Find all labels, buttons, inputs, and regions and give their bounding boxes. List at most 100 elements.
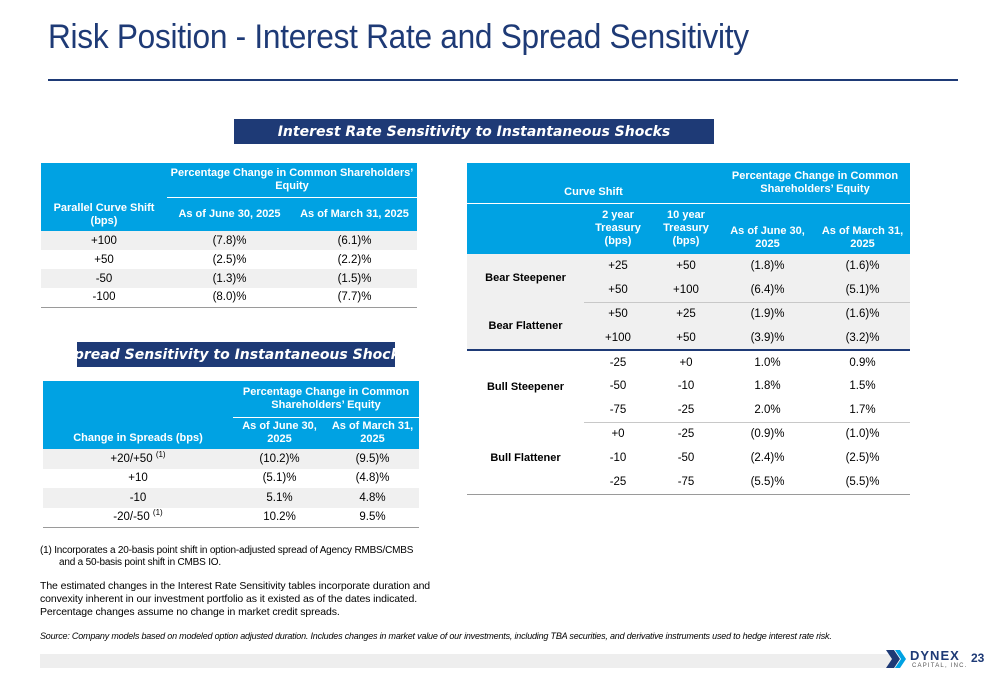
- footnote-line-1: (1) Incorporates a 20-basis point shift …: [40, 545, 414, 556]
- table-row: Bull Flattener +0 -25 (0.9)% (1.0)%: [467, 422, 910, 464]
- curve-jun-value-cell: (3.9)%: [720, 326, 815, 350]
- parallel-mar-value-cell: (6.1)%: [292, 231, 417, 250]
- table-row: +50 +100 (6.4)% (5.1)%: [467, 278, 910, 303]
- table-row: -50 (1.3)% (1.5)%: [41, 269, 417, 288]
- parallel-mar-header: As of March 31, 2025: [292, 196, 417, 231]
- explanatory-paragraph: The estimated changes in the Interest Ra…: [40, 580, 431, 618]
- parallel-shift-cell: -50: [41, 269, 167, 288]
- curve-jun-value-cell: (1.9)%: [720, 302, 815, 326]
- table-row: Bear Steepener +25 +50 (1.8)% (1.6)%: [467, 254, 910, 302]
- spread-group-header: Percentage Change in Common Shareholders…: [233, 381, 419, 417]
- curve-jun-value-cell: 1.8%: [754, 380, 781, 392]
- table-row: -100 (8.0)% (7.7)%: [41, 288, 417, 307]
- curve-two-year-cell: -50: [609, 380, 627, 392]
- curve-ten-year-cell: -75: [677, 475, 695, 488]
- footnote-marker: (1): [155, 449, 166, 459]
- curve-two-year-cell: +25: [584, 254, 652, 278]
- curve-mar-value-cell: 0.9%: [815, 349, 910, 374]
- curve-mar-header: As of March 31, 2025: [815, 202, 910, 254]
- parallel-shift-cell: +50: [94, 253, 114, 266]
- curve-ten-year-cell: -25: [677, 428, 695, 441]
- spread-mar-cell: (4.8)%: [355, 472, 390, 485]
- curve-mar-value-cell: (2.5)%: [845, 452, 880, 464]
- curve-jun-value-cell: (0.9)%: [750, 428, 785, 441]
- curve-jun-value-cell: (6.4)%: [720, 278, 815, 303]
- parallel-shift-cell: -100: [92, 291, 116, 304]
- source-note: Source: Company models based on modeled …: [40, 631, 832, 641]
- spread-banner: Spread Sensitivity to Instantaneous Shoc…: [64, 342, 408, 367]
- curve-two-year-cell: +50: [584, 278, 652, 303]
- table-row: Bear Flattener +50 +25 (1.9)% (1.6)%: [467, 302, 910, 350]
- curve-jun-value-cell: (5.5)%: [750, 475, 785, 488]
- curve-ten-year-cell: -25: [652, 398, 720, 423]
- table-row: -10 5.1% 4.8%: [43, 488, 419, 508]
- curve-ten-year-cell: -10: [677, 380, 695, 392]
- curve-mar-value-cell: (1.6)%: [815, 302, 910, 326]
- curve-ten-year-cell: +50: [652, 326, 720, 350]
- footnote-marker: (1): [152, 508, 163, 518]
- page-number: 23: [971, 651, 985, 665]
- table-row: +100 +50 (3.9)% (3.2)%: [467, 326, 910, 350]
- curve-ten-year-cell: -50: [677, 452, 695, 464]
- curve-two-year-cell: +0: [611, 428, 625, 441]
- spread-jun-cell: (10.2)%: [233, 449, 326, 469]
- title-divider: [48, 79, 958, 81]
- spread-change-cell: -20/-50 (1): [43, 508, 233, 528]
- table-row: Bull Steepener -25 +0 1.0% 0.9%: [467, 349, 910, 422]
- curve-ten-year-cell: +100: [652, 278, 720, 303]
- curve-ten-year-cell: +50: [652, 254, 720, 278]
- table-row: -50 -10 1.8% 1.5%: [467, 374, 910, 398]
- footnote: (1) Incorporates a 20-basis point shift …: [40, 545, 413, 569]
- spread-sensitivity-table: Change in Spreads (bps) Percentage Chang…: [43, 381, 419, 528]
- parallel-jun-value-cell: (2.5)%: [212, 253, 247, 266]
- curve-mar-value-cell: (5.5)%: [845, 475, 880, 488]
- curve-two-year-cell: +100: [584, 326, 652, 350]
- curve-jun-value-cell: 1.0%: [720, 349, 815, 374]
- logo-subtitle: CAPITAL, INC.: [912, 663, 968, 669]
- spread-change-value: -10: [129, 491, 147, 504]
- curve-shift-table: Curve Shift Percentage Change in Common …: [467, 163, 910, 495]
- table-row: -25 -75 (5.5)% (5.5)%: [467, 470, 910, 494]
- spread-change-value: -20/-50: [113, 511, 150, 523]
- page-title: Risk Position - Interest Rate and Spread…: [48, 18, 749, 56]
- footnote-line-2: and a 50-basis point shift in CMBS IO.: [59, 557, 221, 568]
- curve-group-label: Bull Flattener: [490, 451, 561, 464]
- curve-ten-year-cell: +0: [652, 349, 720, 374]
- spread-mar-cell: (9.5)%: [326, 449, 419, 469]
- spread-change-value: +20/+50: [110, 452, 153, 465]
- parallel-mar-value-cell: (7.7)%: [337, 291, 372, 304]
- table-row: -20/-50 (1) 10.2% 9.5%: [43, 508, 419, 528]
- curve-mar-value-cell: (1.0)%: [845, 428, 880, 441]
- curve-two-year-cell: -25: [584, 349, 652, 374]
- logo-mark-icon: [886, 650, 906, 668]
- curve-mar-value-cell: 1.5%: [849, 380, 876, 392]
- spread-change-cell: +10: [43, 469, 233, 489]
- table-row: -10 -50 (2.4)% (2.5)%: [467, 446, 910, 470]
- spread-jun-cell: 5.1%: [233, 488, 326, 508]
- interest-rate-banner: Interest Rate Sensitivity to Instantaneo…: [234, 119, 714, 144]
- spread-mar-header: As of March 31, 2025: [326, 416, 419, 449]
- curve-ten-year-cell: +25: [652, 302, 720, 326]
- parallel-jun-value-cell: (1.3)%: [167, 269, 292, 288]
- parallel-jun-value-cell: (7.8)%: [167, 231, 292, 250]
- spread-change-cell: -10: [43, 488, 233, 508]
- curve-two-year-cell: -10: [609, 452, 627, 464]
- parallel-jun-value-cell: (8.0)%: [212, 291, 247, 304]
- curve-group-header: Percentage Change in Common Shareholders…: [720, 163, 910, 203]
- curve-mar-value-cell: (3.2)%: [815, 326, 910, 350]
- spread-mar-cell: 4.8%: [326, 488, 419, 508]
- spread-jun-header: As of June 30, 2025: [233, 416, 326, 449]
- parallel-shift-cell: +100: [41, 231, 167, 250]
- curve-jun-value-cell: (2.4)%: [750, 452, 785, 464]
- ten-year-header: 10 year Treasury (bps): [652, 202, 720, 254]
- spread-jun-cell: 10.2%: [263, 511, 296, 523]
- curve-jun-value-cell: 2.0%: [720, 398, 815, 423]
- curve-two-year-cell: -25: [609, 475, 627, 488]
- parallel-jun-header: As of June 30, 2025: [167, 196, 292, 231]
- parallel-mar-value-cell: (1.5)%: [292, 269, 417, 288]
- curve-jun-value-cell: (1.8)%: [720, 254, 815, 278]
- table-row: +100 (7.8)% (6.1)%: [41, 231, 417, 250]
- curve-group-label: Bear Steepener: [467, 254, 584, 302]
- table-row: +50 (2.5)% (2.2)%: [41, 250, 417, 269]
- parallel-shift-table: Parallel Curve Shift (bps) Percentage Ch…: [41, 163, 417, 308]
